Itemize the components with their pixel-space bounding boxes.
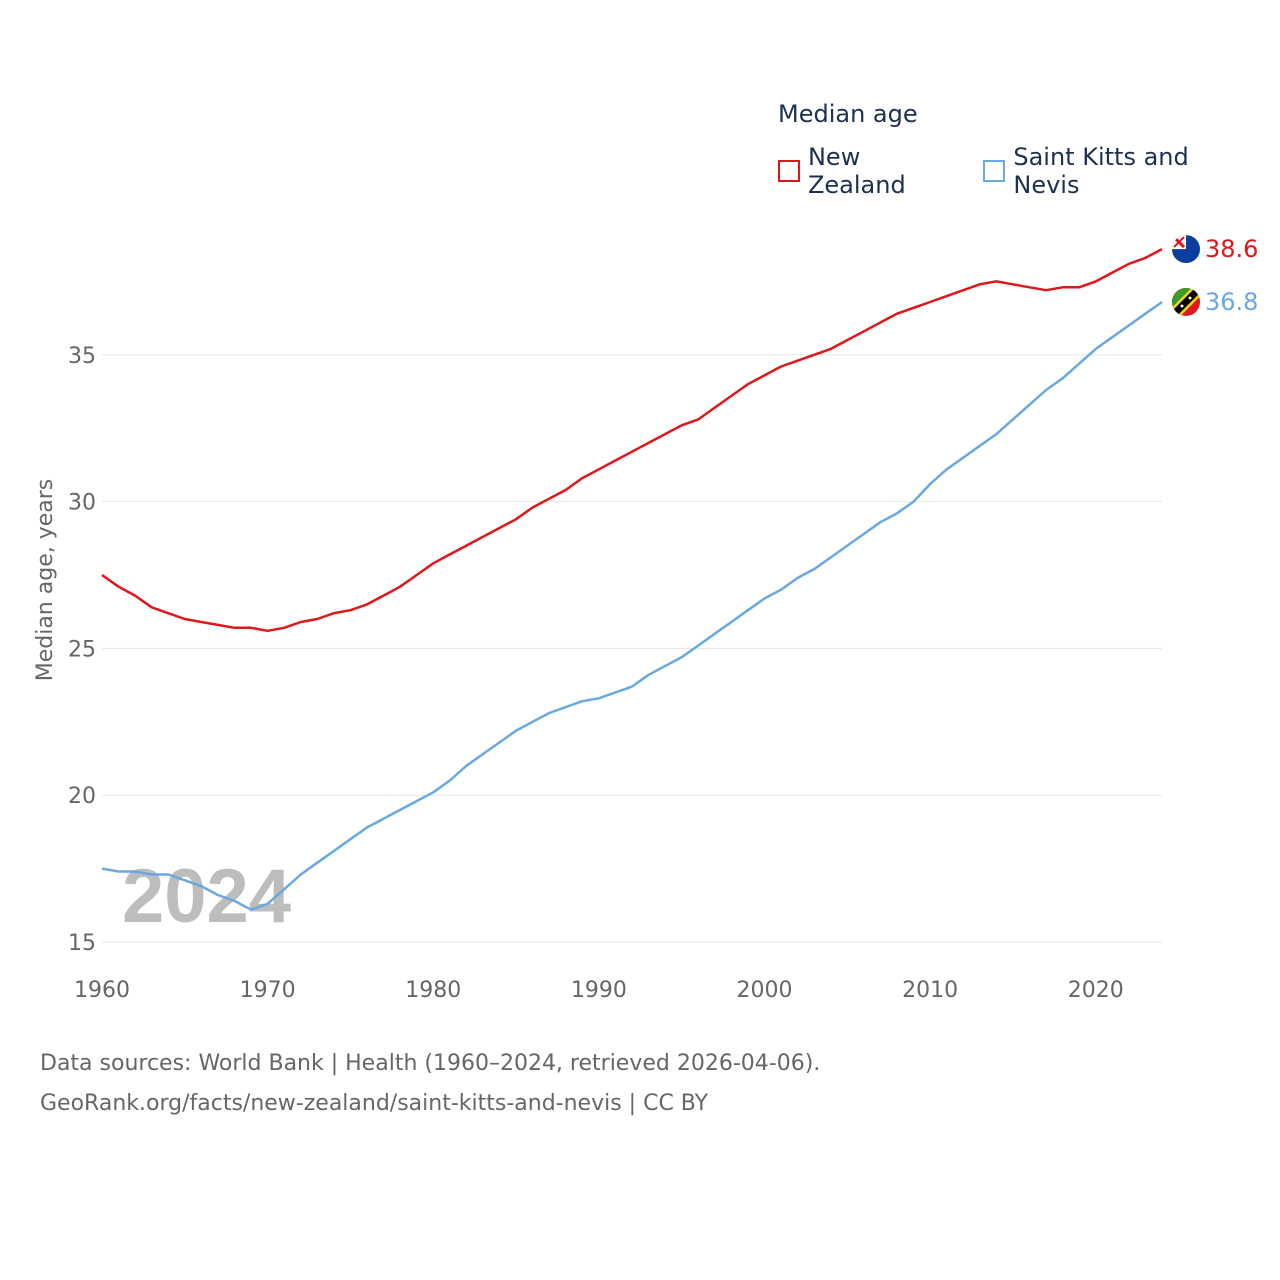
- x-tick-label: 2010: [902, 978, 958, 1003]
- legend-item-saint-kitts-and-nevis[interactable]: Saint Kitts and Nevis: [983, 143, 1262, 199]
- legend: New Zealand Saint Kitts and Nevis: [778, 143, 1280, 199]
- data-sources: Data sources: World Bank | Health (1960–…: [40, 1044, 820, 1124]
- series-line-saint-kitts-and-nevis[interactable]: [101, 300, 1163, 911]
- y-tick-label: 15: [68, 931, 96, 956]
- y-axis-label: Median age, years: [33, 479, 58, 682]
- legend-item-new-zealand[interactable]: New Zealand: [778, 143, 965, 199]
- end-labels: 38.6 36.8: [1172, 235, 1258, 316]
- year-watermark: 2024: [122, 854, 291, 939]
- legend-title: Median age: [778, 100, 918, 128]
- flag-icon-saint-kitts-and-nevis: [1172, 287, 1200, 316]
- legend-swatch-new-zealand: [778, 160, 800, 182]
- y-tick-label: 35: [68, 344, 96, 369]
- y-tick-label: 20: [68, 784, 96, 809]
- y-tick-label: 25: [68, 637, 96, 662]
- sources-line-2[interactable]: GeoRank.org/facts/new-zealand/saint-kitt…: [40, 1091, 709, 1116]
- x-tick-label: 1960: [74, 978, 130, 1003]
- legend-label-saint-kitts-and-nevis: Saint Kitts and Nevis: [1013, 143, 1189, 199]
- series-lines: [101, 247, 1163, 911]
- x-axis-ticks: 1960 1970 1980 1990 2000 2010 2020: [74, 978, 1124, 1003]
- legend-swatch-saint-kitts-and-nevis: [983, 160, 1006, 182]
- x-tick-label: 1980: [405, 978, 461, 1003]
- series-line-new-zealand[interactable]: [101, 247, 1163, 633]
- end-label-new-zealand: 38.6: [1205, 235, 1258, 263]
- legend-label-new-zealand: New Zealand: [807, 143, 906, 199]
- end-label-saint-kitts-and-nevis: 36.8: [1205, 288, 1258, 316]
- x-tick-label: 2000: [737, 978, 793, 1003]
- sources-line-1: Data sources: World Bank | Health (1960–…: [40, 1051, 821, 1076]
- x-tick-label: 1990: [571, 978, 627, 1003]
- flag-icon-new-zealand: [1172, 235, 1200, 264]
- grid-lines: [102, 354, 1162, 943]
- y-axis-ticks: 15 20 25 30 35: [68, 344, 96, 956]
- y-tick-label: 30: [68, 491, 96, 516]
- x-tick-label: 1970: [240, 978, 296, 1003]
- x-tick-label: 2020: [1068, 978, 1124, 1003]
